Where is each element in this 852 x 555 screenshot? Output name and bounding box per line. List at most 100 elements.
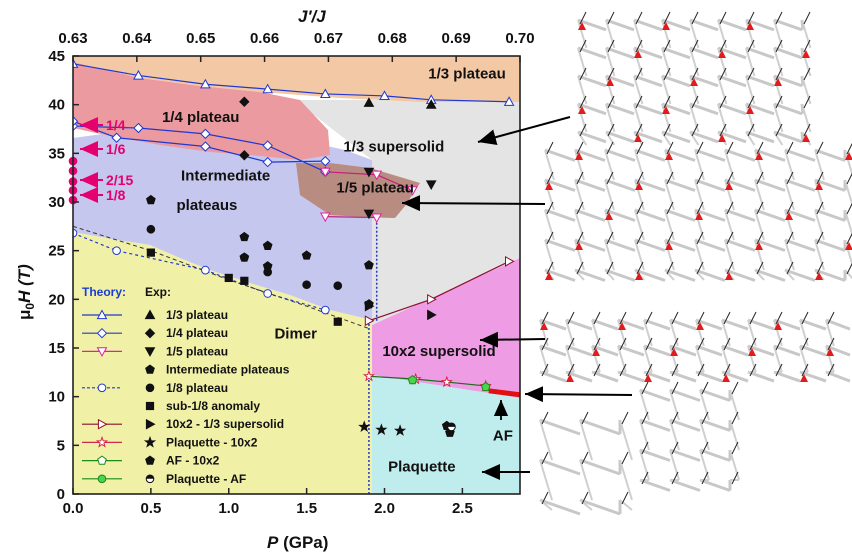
lattice-bond bbox=[539, 318, 567, 331]
lattice-image-af bbox=[639, 381, 740, 492]
lattice-bond bbox=[717, 75, 728, 105]
legend-exp-marker bbox=[145, 383, 155, 393]
spin-arrow bbox=[635, 123, 643, 137]
lattice-bond bbox=[694, 269, 705, 281]
marker-shape bbox=[239, 231, 250, 242]
lattice-image-plaquette bbox=[539, 411, 633, 516]
lattice-bond bbox=[814, 178, 846, 192]
spin-marker bbox=[845, 152, 852, 160]
theory-point-1-3 bbox=[200, 78, 211, 89]
spin-arrow bbox=[803, 95, 811, 109]
lattice-image-1-5-plateau bbox=[544, 141, 852, 282]
lattice-bond bbox=[745, 103, 756, 133]
lattice-bond bbox=[664, 179, 675, 211]
spin-arrow bbox=[803, 39, 811, 53]
y-tick-label: 45 bbox=[48, 48, 65, 65]
legend-exp-marker bbox=[144, 309, 156, 320]
theory-point-1-8 bbox=[201, 265, 210, 275]
pointer-arrows bbox=[401, 116, 633, 480]
x-tick-label: 2.0 bbox=[374, 500, 395, 517]
lattice-bond bbox=[633, 47, 644, 77]
lattice-bond bbox=[604, 178, 636, 192]
exp-point-1-4 bbox=[239, 96, 250, 107]
lattice-bond bbox=[577, 102, 607, 116]
lattice-bond bbox=[633, 19, 644, 49]
lattice-bond bbox=[643, 370, 671, 383]
spin-arrow bbox=[606, 261, 614, 275]
marker-shape bbox=[133, 69, 144, 80]
lattice-bond bbox=[661, 131, 672, 146]
lattice-bond bbox=[669, 318, 697, 331]
lattice-bond bbox=[634, 268, 666, 282]
lattice-bond bbox=[669, 388, 701, 402]
lattice-image-supersolid bbox=[577, 11, 812, 146]
lattice-bond bbox=[605, 47, 616, 77]
lattice-bond bbox=[729, 389, 740, 421]
marker-shape bbox=[112, 246, 121, 255]
lattice-bond bbox=[724, 209, 735, 241]
spin-arrow bbox=[579, 123, 587, 137]
marker-shape bbox=[143, 435, 157, 448]
marker-shape bbox=[239, 253, 249, 262]
marker-shape bbox=[319, 167, 331, 178]
marker-shape bbox=[200, 78, 211, 89]
lattice-bond bbox=[574, 269, 585, 281]
lattice-bond bbox=[717, 74, 747, 88]
marker-shape bbox=[333, 317, 342, 326]
lattice-bond bbox=[605, 74, 635, 88]
spin-arrow bbox=[731, 441, 739, 455]
lattice-bond bbox=[745, 18, 775, 32]
lattice-bond bbox=[634, 179, 645, 211]
spin-arrow bbox=[579, 11, 587, 25]
spin-arrow bbox=[607, 67, 615, 81]
lattice-bond bbox=[754, 148, 786, 162]
lattice-bond bbox=[694, 179, 705, 211]
lattice-bond bbox=[669, 449, 680, 481]
theory-point-1-4 bbox=[200, 141, 211, 152]
lattice-bond bbox=[604, 148, 636, 162]
spin-marker bbox=[606, 78, 614, 86]
marker-shape bbox=[97, 455, 107, 465]
lattice-bond bbox=[544, 148, 576, 162]
lattice-bond bbox=[745, 46, 775, 60]
lattice-bond bbox=[619, 419, 633, 461]
lattice-bond bbox=[754, 178, 786, 192]
spin-arrow bbox=[635, 39, 643, 53]
x-tick-label: 1.5 bbox=[296, 500, 317, 517]
spin-arrow bbox=[786, 201, 794, 215]
marker-shape bbox=[262, 156, 273, 168]
lattice-bond bbox=[724, 239, 735, 271]
spin-arrow bbox=[756, 141, 764, 155]
theory-point-1-8 bbox=[263, 289, 273, 298]
spin-arrow bbox=[593, 363, 601, 377]
region-supersolid-1-3 bbox=[295, 100, 520, 325]
y-tick-label: 5 bbox=[57, 437, 65, 454]
marker-shape bbox=[319, 88, 331, 99]
theory-point-plaquette-10x2 bbox=[440, 375, 453, 388]
lattice-bond bbox=[604, 238, 636, 252]
lattice-bond bbox=[539, 419, 553, 461]
spin-arrow bbox=[636, 201, 644, 215]
spin-marker bbox=[815, 182, 823, 190]
region-1-4-plateau bbox=[73, 62, 330, 160]
region-label: 1/3 supersolid bbox=[343, 138, 444, 155]
lattice-bond bbox=[617, 370, 645, 383]
lattice-bond bbox=[754, 269, 765, 281]
lattice-bond bbox=[745, 75, 756, 105]
region-label: 10x2 supersolid bbox=[382, 343, 495, 360]
spin-arrow bbox=[803, 67, 811, 81]
lattice-bond bbox=[799, 344, 827, 357]
spin-arrow bbox=[701, 411, 709, 425]
lattice-bond bbox=[544, 178, 576, 192]
spin-arrow bbox=[756, 201, 764, 215]
lattice-image-10x2 bbox=[539, 311, 851, 383]
spin-arrow bbox=[701, 471, 709, 485]
lattice-bond bbox=[634, 208, 666, 222]
lattice-bond bbox=[773, 75, 784, 105]
legend-exp-marker bbox=[145, 364, 155, 374]
spin-arrow bbox=[541, 451, 549, 465]
spin-marker bbox=[725, 272, 733, 280]
marker-shape bbox=[363, 97, 375, 107]
marker-shape bbox=[263, 289, 273, 298]
theory-point-1-4 bbox=[200, 128, 211, 140]
